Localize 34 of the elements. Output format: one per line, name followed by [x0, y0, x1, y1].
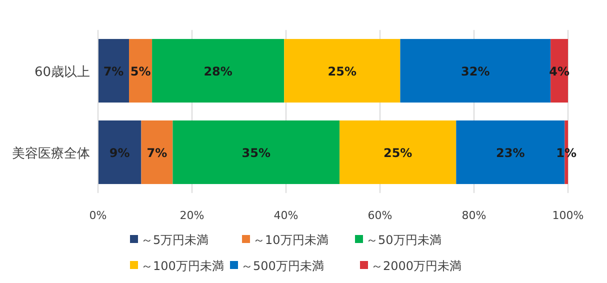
legend-label: ～5万円未満: [141, 233, 209, 247]
x-tick-label: 100%: [552, 209, 584, 222]
legend-label: ～500万円未満: [241, 259, 324, 273]
data-label: 23%: [496, 146, 525, 160]
data-label: 1%: [556, 146, 577, 160]
data-label: 5%: [130, 64, 151, 78]
x-tick-label: 0%: [89, 209, 107, 222]
legend-label: ～50万円未満: [366, 233, 442, 247]
bar: [284, 38, 400, 103]
x-tick-label: 60%: [368, 209, 392, 222]
data-label: 9%: [109, 146, 130, 160]
data-label: 7%: [103, 64, 124, 78]
data-label: 25%: [328, 64, 357, 78]
data-label: 28%: [204, 64, 232, 78]
bar: [340, 120, 456, 184]
data-label: 35%: [242, 146, 271, 160]
x-tick-label: 20%: [180, 209, 204, 222]
legend-label: ～10万円未満: [253, 233, 328, 247]
data-label: 25%: [383, 146, 412, 160]
x-tick-label: 80%: [462, 209, 486, 222]
data-label: 32%: [461, 64, 490, 78]
data-label: 7%: [146, 146, 168, 160]
bar: [400, 38, 551, 103]
x-tick-label: 40%: [274, 209, 298, 222]
legend-label: ～2000万円未満: [371, 259, 462, 273]
bar: [98, 38, 130, 103]
bar: [129, 38, 152, 103]
bar: [152, 38, 284, 103]
bar: [172, 120, 340, 184]
y-tick-label: 美容医療全体: [12, 145, 90, 162]
bar: [141, 120, 173, 184]
legend-label: ～100万円未満: [141, 259, 224, 273]
bar: [98, 120, 142, 184]
y-tick-label: 60歳以上: [34, 64, 90, 80]
